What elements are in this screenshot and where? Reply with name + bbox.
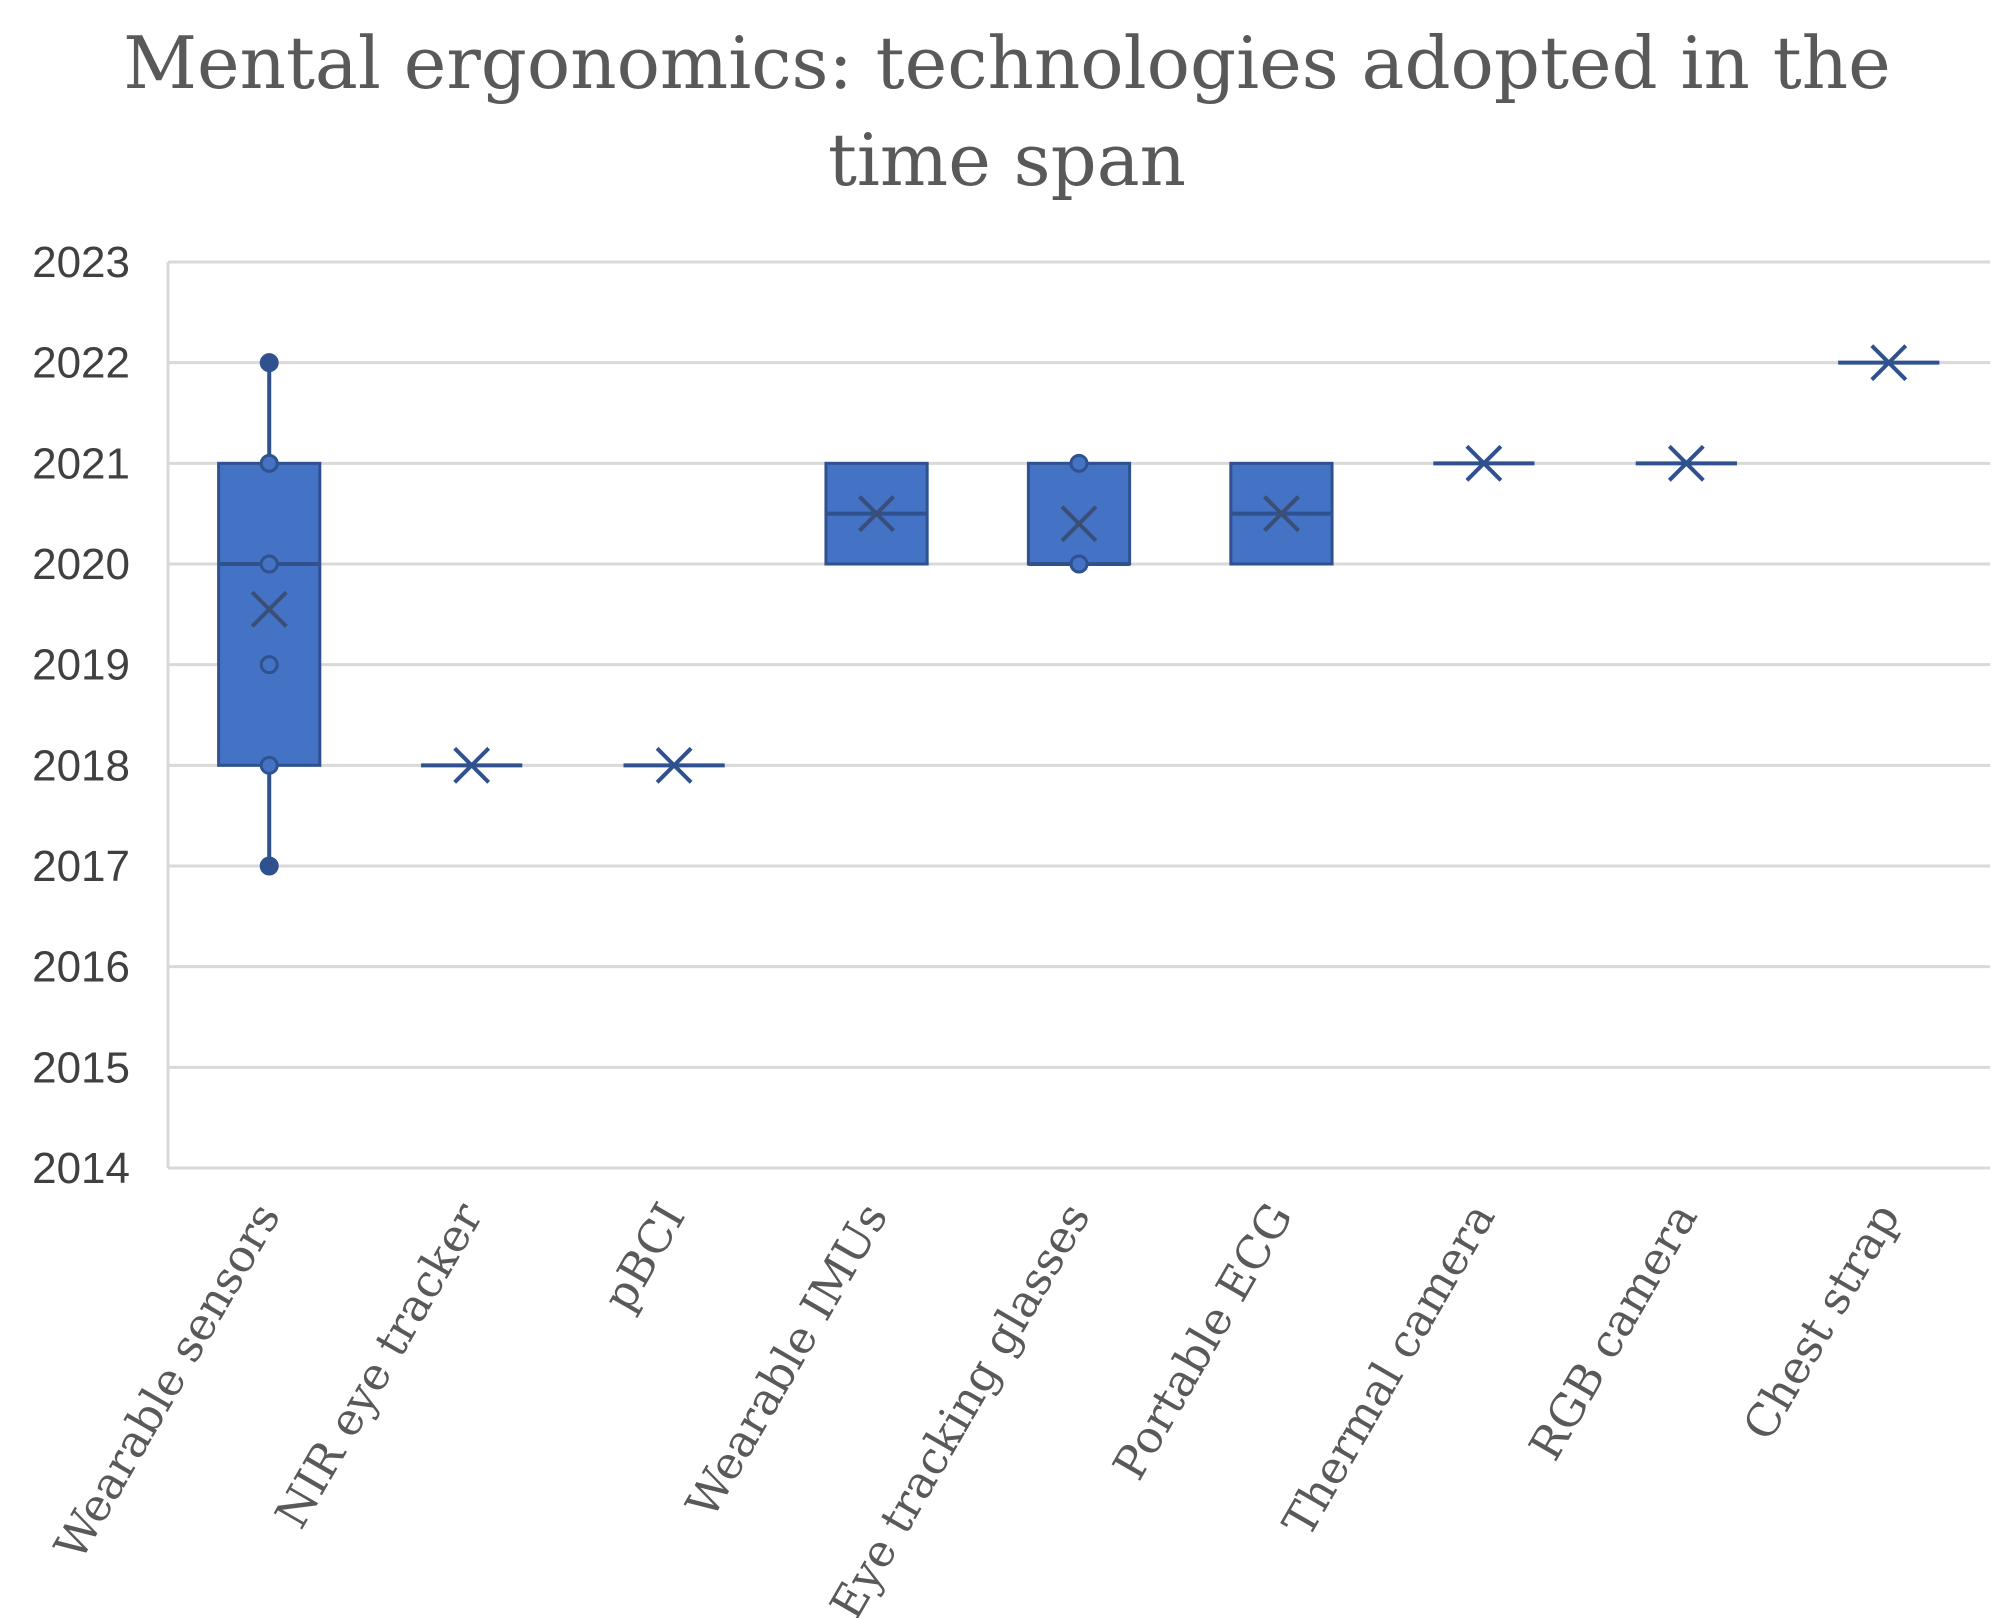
mean-marker-stroke-2 [1870, 344, 1908, 382]
x-tick-label-9: Chest strap [1732, 1194, 1910, 1449]
x-tick-label-2: NIR eye tracker [265, 1194, 494, 1537]
mean-marker-stroke-2 [453, 746, 491, 784]
box-9 [1838, 344, 1940, 382]
x-tick-label-7: Thermal camera [1272, 1194, 1505, 1545]
box-6 [1229, 461, 1334, 566]
data-point-2021 [259, 453, 279, 473]
y-tick-label-2014: 2014 [32, 1144, 130, 1193]
x-tick-label-3: pBCI [592, 1194, 695, 1320]
mean-marker-stroke-2 [1060, 505, 1098, 543]
data-point-2017 [259, 856, 279, 876]
box-7 [1433, 444, 1535, 482]
x-tick-label-1: Wearable sensors [44, 1194, 291, 1569]
data-point-2022 [259, 353, 279, 373]
chart-title-line-1: Mental ergonomics: technologies adopted … [123, 21, 1890, 105]
boxes [217, 344, 1940, 876]
x-tick-label-4: Wearable IMUs [675, 1194, 898, 1527]
gridlines [166, 260, 1990, 1170]
mean-marker-stroke-2 [1465, 444, 1503, 482]
chart-title-line-2: time span [828, 118, 1186, 202]
y-axis-tick-labels: 2014 2015 2016 2017 2018 2019 2020 2021 2022 2023 [32, 238, 130, 1193]
box-5 [1026, 453, 1132, 574]
y-tick-label-2017: 2017 [32, 842, 130, 891]
y-tick-label-2021: 2021 [32, 439, 130, 488]
box-8 [1635, 444, 1737, 482]
y-tick-label-2020: 2020 [32, 540, 130, 589]
y-tick-label-2019: 2019 [32, 641, 130, 690]
mean-marker-stroke-2 [1667, 444, 1705, 482]
data-point-2021 [1069, 453, 1089, 473]
data-point-2020 [259, 554, 279, 574]
y-tick-label-2018: 2018 [32, 741, 130, 790]
y-tick-label-2015: 2015 [32, 1043, 130, 1092]
data-point-2019 [259, 655, 279, 675]
box-body [1026, 461, 1132, 566]
y-tick-label-2023: 2023 [32, 238, 130, 287]
box-1 [217, 353, 322, 876]
mean-marker-stroke-2 [655, 746, 693, 784]
x-tick-label-8: RGB camera [1519, 1194, 1708, 1469]
mean-marker-stroke-2 [858, 495, 895, 533]
box-3 [623, 746, 725, 784]
y-tick-label-2016: 2016 [32, 943, 130, 992]
mean-marker-stroke-2 [250, 590, 288, 628]
data-point-2020 [1069, 554, 1089, 574]
data-point-2018 [259, 755, 279, 775]
box-body [217, 461, 322, 767]
y-tick-label-2022: 2022 [32, 339, 130, 388]
box-4 [824, 461, 929, 566]
mean-marker-stroke-2 [1263, 495, 1300, 533]
x-tick-label-6: Portable ECG [1102, 1194, 1303, 1488]
box-2 [421, 746, 523, 784]
